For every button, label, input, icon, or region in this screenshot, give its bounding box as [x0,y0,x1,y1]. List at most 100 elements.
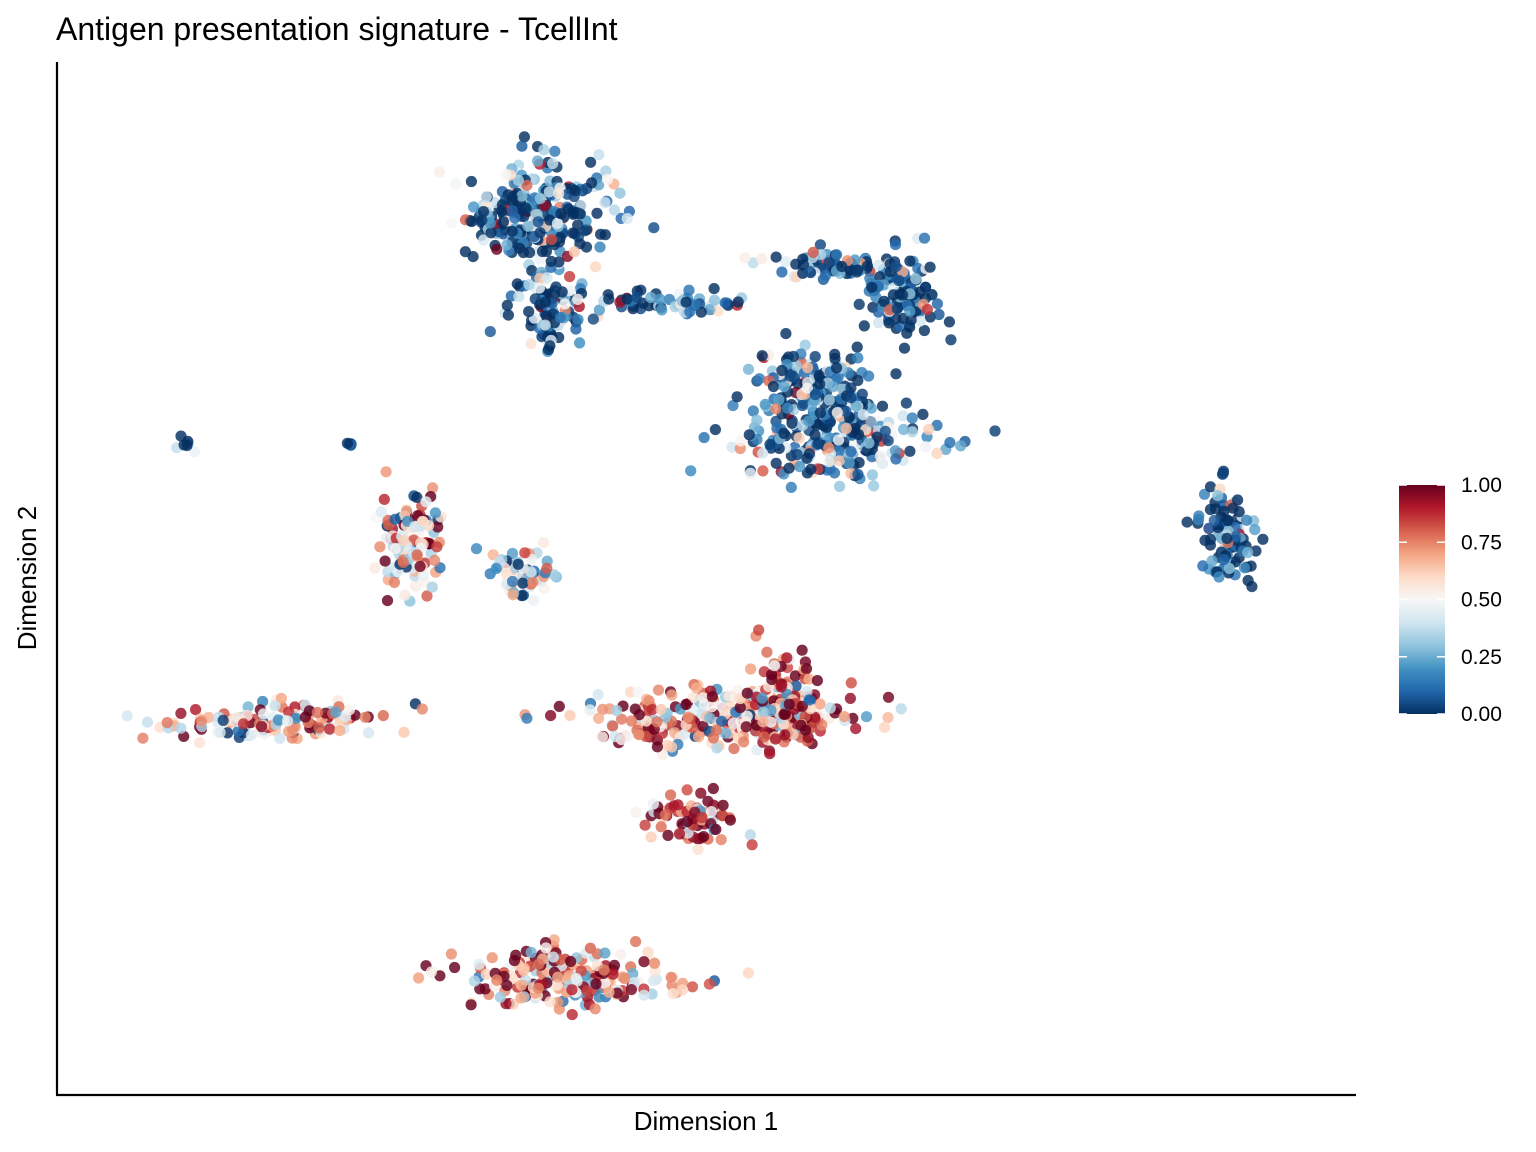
scatter-point [844,692,857,705]
scatter-point [552,971,564,983]
scatter-point [788,372,801,384]
scatter-point [550,281,562,293]
scatter-point [879,425,891,437]
scatter-point [523,279,535,291]
scatter-point [549,145,561,157]
scatter-point [742,363,755,375]
scatter-point [809,429,821,441]
scatter-point [486,952,498,964]
scatter-point [534,192,546,205]
scatter-point [770,457,782,469]
scatter-point [753,373,766,385]
scatter-point [608,204,621,216]
scatter-point [630,806,642,819]
scatter-point [341,437,353,449]
scatter-point [827,381,839,393]
scatter-point [600,165,612,177]
scatter-point [545,255,557,267]
scatter-point [776,364,788,377]
scatter-point [905,314,917,326]
scatter-point [485,227,497,239]
scatter-point [533,958,545,970]
scatter-point [831,249,843,261]
scatter-point [525,566,537,578]
scatter-point [601,173,614,185]
scatter-point [595,228,607,240]
scatter-point [473,958,485,971]
scatter-point [594,241,606,253]
scatter-point [873,317,885,329]
scatter-point [852,374,864,387]
scatter-point [889,239,902,251]
scatter-point [678,729,690,741]
scatter-point [1181,516,1193,528]
scatter-point [850,723,862,735]
scatter-point [429,507,441,519]
scatter-point [525,338,537,350]
scatter-point [569,185,581,197]
scatter-point [580,241,593,253]
scatter-point [450,178,462,190]
scatter-point [506,225,518,237]
scatter-point [541,562,553,575]
scatter-point [836,260,848,273]
scatter-point [833,434,845,446]
scatter-point [625,984,638,996]
scatter-point [638,989,650,1001]
y-axis-label: Dimension 2 [12,506,42,651]
scatter-point [756,350,768,362]
scatter-point [917,408,929,420]
scatter-point [887,289,900,301]
scatter-point [590,978,602,990]
scatter-point [906,426,919,438]
scatter-point [290,712,302,724]
scatter-point [522,220,534,232]
scatter-point [484,326,496,338]
scatter-point [1238,562,1251,574]
scatter-point [548,934,560,946]
scatter-point [445,948,457,960]
scatter-point [743,429,755,441]
scatter-point [858,320,870,332]
scatter-point [831,362,843,374]
scatter-point [801,452,813,464]
scatter-point [757,706,769,718]
scatter-point [873,259,885,271]
scatter-point [380,466,392,478]
scatter-point [1242,546,1254,559]
scatter-point [814,407,826,419]
scatter-point [480,191,492,203]
scatter-point [739,252,751,264]
scatter-point [359,711,371,723]
scatter-point [547,157,559,170]
scatter-point [776,266,788,278]
scatter-point [413,972,425,984]
scatter-point [465,999,477,1011]
scatter-point [662,829,674,842]
scatter-point [698,831,710,843]
scatter-point [955,440,967,452]
scatter-point [512,174,525,186]
scatter-point [274,732,286,745]
scatter-point [645,831,657,843]
scatter-points [121,131,1269,1021]
scatter-point [1221,532,1233,545]
scatter-point [429,554,441,567]
scatter-point [831,407,843,419]
scatter-point [933,308,945,321]
scatter-point [747,257,759,269]
scatter-point [666,689,678,701]
scatter-point [767,381,780,393]
scatter-point [625,715,638,727]
scatter-point [497,216,510,228]
scatter-point [897,289,909,301]
scatter-point [545,710,557,722]
scatter-point [697,692,709,704]
scatter-point [196,715,208,727]
scatter-point [747,405,759,417]
scatter-point [652,684,665,696]
scatter-point [824,432,836,444]
scatter-point [904,255,916,267]
scatter-point [751,414,763,426]
scatter-point [879,721,891,733]
